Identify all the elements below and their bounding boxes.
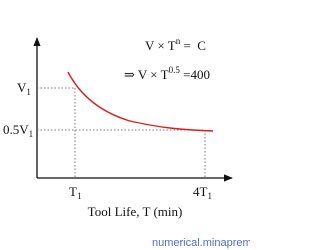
equation: V × Tn = C [145,36,206,53]
watermark: numerical.minaprem [152,237,250,249]
eq-exponent: n [176,36,181,46]
eq-rest: = C [180,38,206,53]
equation: ⇒ V × T0.5 =400 [124,65,210,82]
eq-rest: =400 [180,67,210,82]
label-subscript: 1 [207,191,212,201]
label-subscript: 1 [26,87,31,97]
label-subscript: 1 [77,191,82,201]
diagram: V × Tn = C ⇒ V × T0.5 =400 V1 0.5V1 T1 4… [3,36,250,249]
eq-base: V × T [145,38,176,53]
y-label: V1 [17,80,31,97]
label-subscript: 1 [29,129,34,139]
label-text: V [17,80,27,95]
x-label: T1 [69,184,81,201]
eq-base: ⇒ V × T [124,67,169,82]
curve [67,71,214,132]
label-text: 0.5V [3,122,29,137]
x-label: 4T1 [193,184,212,201]
label-text: T [69,184,77,199]
label-text: 4T [193,184,208,199]
eq-exponent: 0.5 [169,65,181,75]
y-label: 0.5V1 [3,122,33,139]
x-axis-title: Tool Life, T (min) [88,204,183,219]
